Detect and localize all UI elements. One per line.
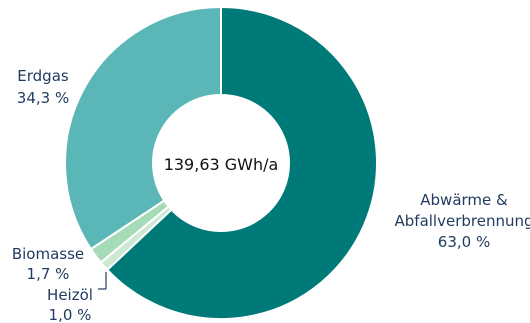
slice-label-biomasse-name: Biomasse — [12, 245, 84, 263]
slice-label-heizol-value: 1,0 % — [49, 306, 92, 323]
slice-label-biomasse-value: 1,7 % — [27, 265, 70, 283]
slice-label-abwaerme-name1: Abwärme & — [420, 191, 508, 209]
slice-label-abwaerme-name2: Abfallverbrennung — [395, 212, 530, 230]
slice-label-erdgas-name: Erdgas — [17, 67, 69, 85]
slice-label-abwaerme-value: 63,0 % — [438, 233, 490, 251]
donut-slice-0 — [105, 5, 378, 320]
slice-label-erdgas-value: 34,3 % — [17, 89, 69, 107]
donut-slice-3 — [64, 5, 222, 251]
slice-label-heizol-name: Heizöl — [47, 286, 93, 304]
center-total-label: 139,63 GWh/a — [164, 155, 279, 174]
